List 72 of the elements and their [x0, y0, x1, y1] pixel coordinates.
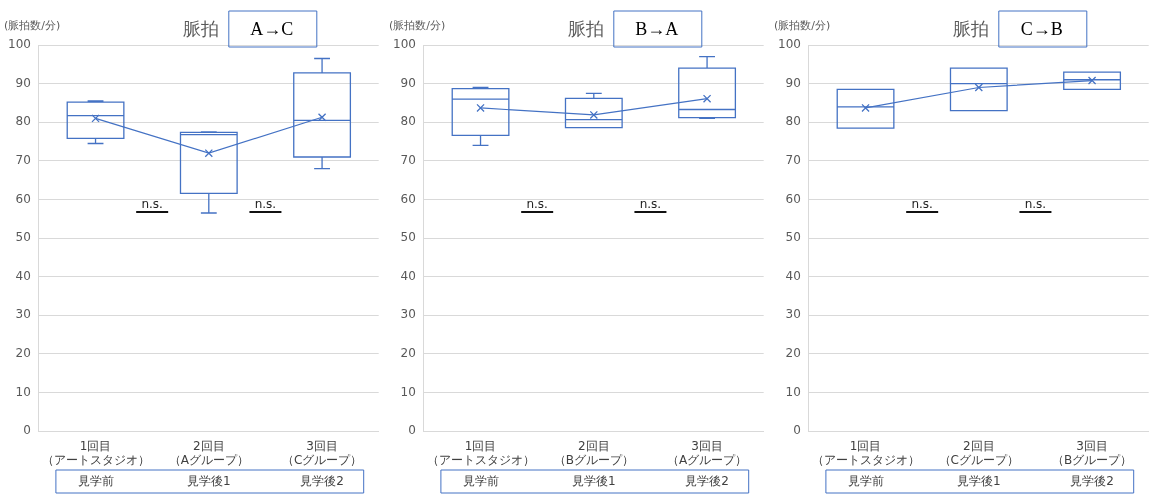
y-tick-label: 90: [15, 75, 31, 90]
y-tick-label: 40: [15, 268, 31, 283]
y-tick-label: 10: [15, 384, 31, 399]
annotation: n.s.: [526, 197, 548, 212]
y-tick-label: 0: [793, 423, 801, 438]
y-tick-label: 80: [15, 114, 31, 129]
y-tick-label: 10: [785, 384, 801, 399]
y-tick-label: 20: [785, 346, 801, 361]
y-tick-label: 100: [778, 37, 801, 52]
text: 見学後1: [571, 474, 616, 489]
y-axis-title: (脈拍数/分): [4, 18, 61, 32]
y-tick-label: 60: [785, 191, 801, 206]
chart-subtitle: B→A: [635, 18, 679, 39]
x-tick-label: 3回目（Aグループ）: [666, 438, 748, 467]
x-tick-label: 2回目（Bグループ）: [553, 438, 634, 467]
y-tick-label: 90: [400, 75, 416, 90]
y-tick-label: 70: [15, 152, 31, 167]
y-tick-label: 80: [785, 114, 801, 129]
y-axis-title: (脈拍数/分): [389, 18, 446, 32]
y-tick-label: 90: [785, 75, 801, 90]
y-axis-title: (脈拍数/分): [774, 18, 831, 32]
point: [204, 148, 213, 158]
x-tick-label: 1回目（アートスタジオ）: [41, 438, 150, 467]
x-tick-label: 3回目（Cグループ）: [281, 438, 363, 467]
x-tick-label: 1回目（アートスタジオ）: [426, 438, 535, 467]
x-tick-label: 2回目（Cグループ）: [938, 438, 1019, 467]
point: [317, 113, 327, 122]
x-tick-label: 1回目（アートスタジオ）: [811, 438, 920, 467]
text: 見学後2: [1070, 474, 1114, 489]
y-tick-label: 30: [400, 307, 416, 322]
y-tick-label: 70: [400, 152, 416, 167]
chart-subtitle: C→B: [1020, 18, 1063, 39]
y-tick-label: 50: [400, 230, 416, 245]
annotation: n.s.: [254, 197, 277, 212]
x-tick-label: 3回目（Bグループ）: [1051, 438, 1133, 467]
y-tick-label: 60: [15, 191, 31, 206]
text: 見学後1: [956, 474, 1001, 489]
y-tick-label: 0: [408, 423, 416, 438]
point: [974, 83, 983, 92]
annotation: n.s.: [1024, 197, 1047, 212]
text: 見学後2: [685, 474, 729, 489]
point: [1087, 76, 1097, 85]
y-tick-label: 60: [400, 191, 416, 206]
y-tick-label: 40: [785, 268, 801, 283]
text: 見学後1: [186, 474, 231, 489]
text: 見学後2: [300, 474, 344, 489]
point: [861, 103, 870, 113]
annotation: n.s.: [911, 197, 933, 212]
y-tick-label: 30: [15, 307, 31, 322]
text: 見学前: [847, 474, 884, 489]
annotation: n.s.: [639, 197, 662, 212]
y-tick-label: 100: [393, 37, 416, 52]
y-tick-label: 20: [15, 346, 31, 361]
chart-subtitle: A→C: [250, 18, 294, 39]
chart-title: 脈拍: [567, 17, 604, 39]
text: 見学前: [77, 474, 114, 489]
chart-title: 脈拍: [952, 17, 989, 39]
y-tick-label: 80: [400, 114, 416, 129]
y-tick-label: 50: [785, 230, 801, 245]
y-tick-label: 70: [785, 152, 801, 167]
point: [91, 114, 100, 123]
y-tick-label: 30: [785, 307, 801, 322]
chart-title: 脈拍: [182, 17, 219, 39]
y-tick-label: 20: [400, 346, 416, 361]
y-tick-label: 10: [400, 384, 416, 399]
annotation: n.s.: [141, 197, 163, 212]
text: 見学前: [462, 474, 499, 489]
y-tick-label: 100: [8, 37, 31, 52]
y-tick-label: 50: [15, 230, 31, 245]
y-tick-label: 40: [400, 268, 416, 283]
y-tick-label: 0: [23, 423, 31, 438]
x-tick-label: 2回目（Aグループ）: [168, 438, 249, 467]
